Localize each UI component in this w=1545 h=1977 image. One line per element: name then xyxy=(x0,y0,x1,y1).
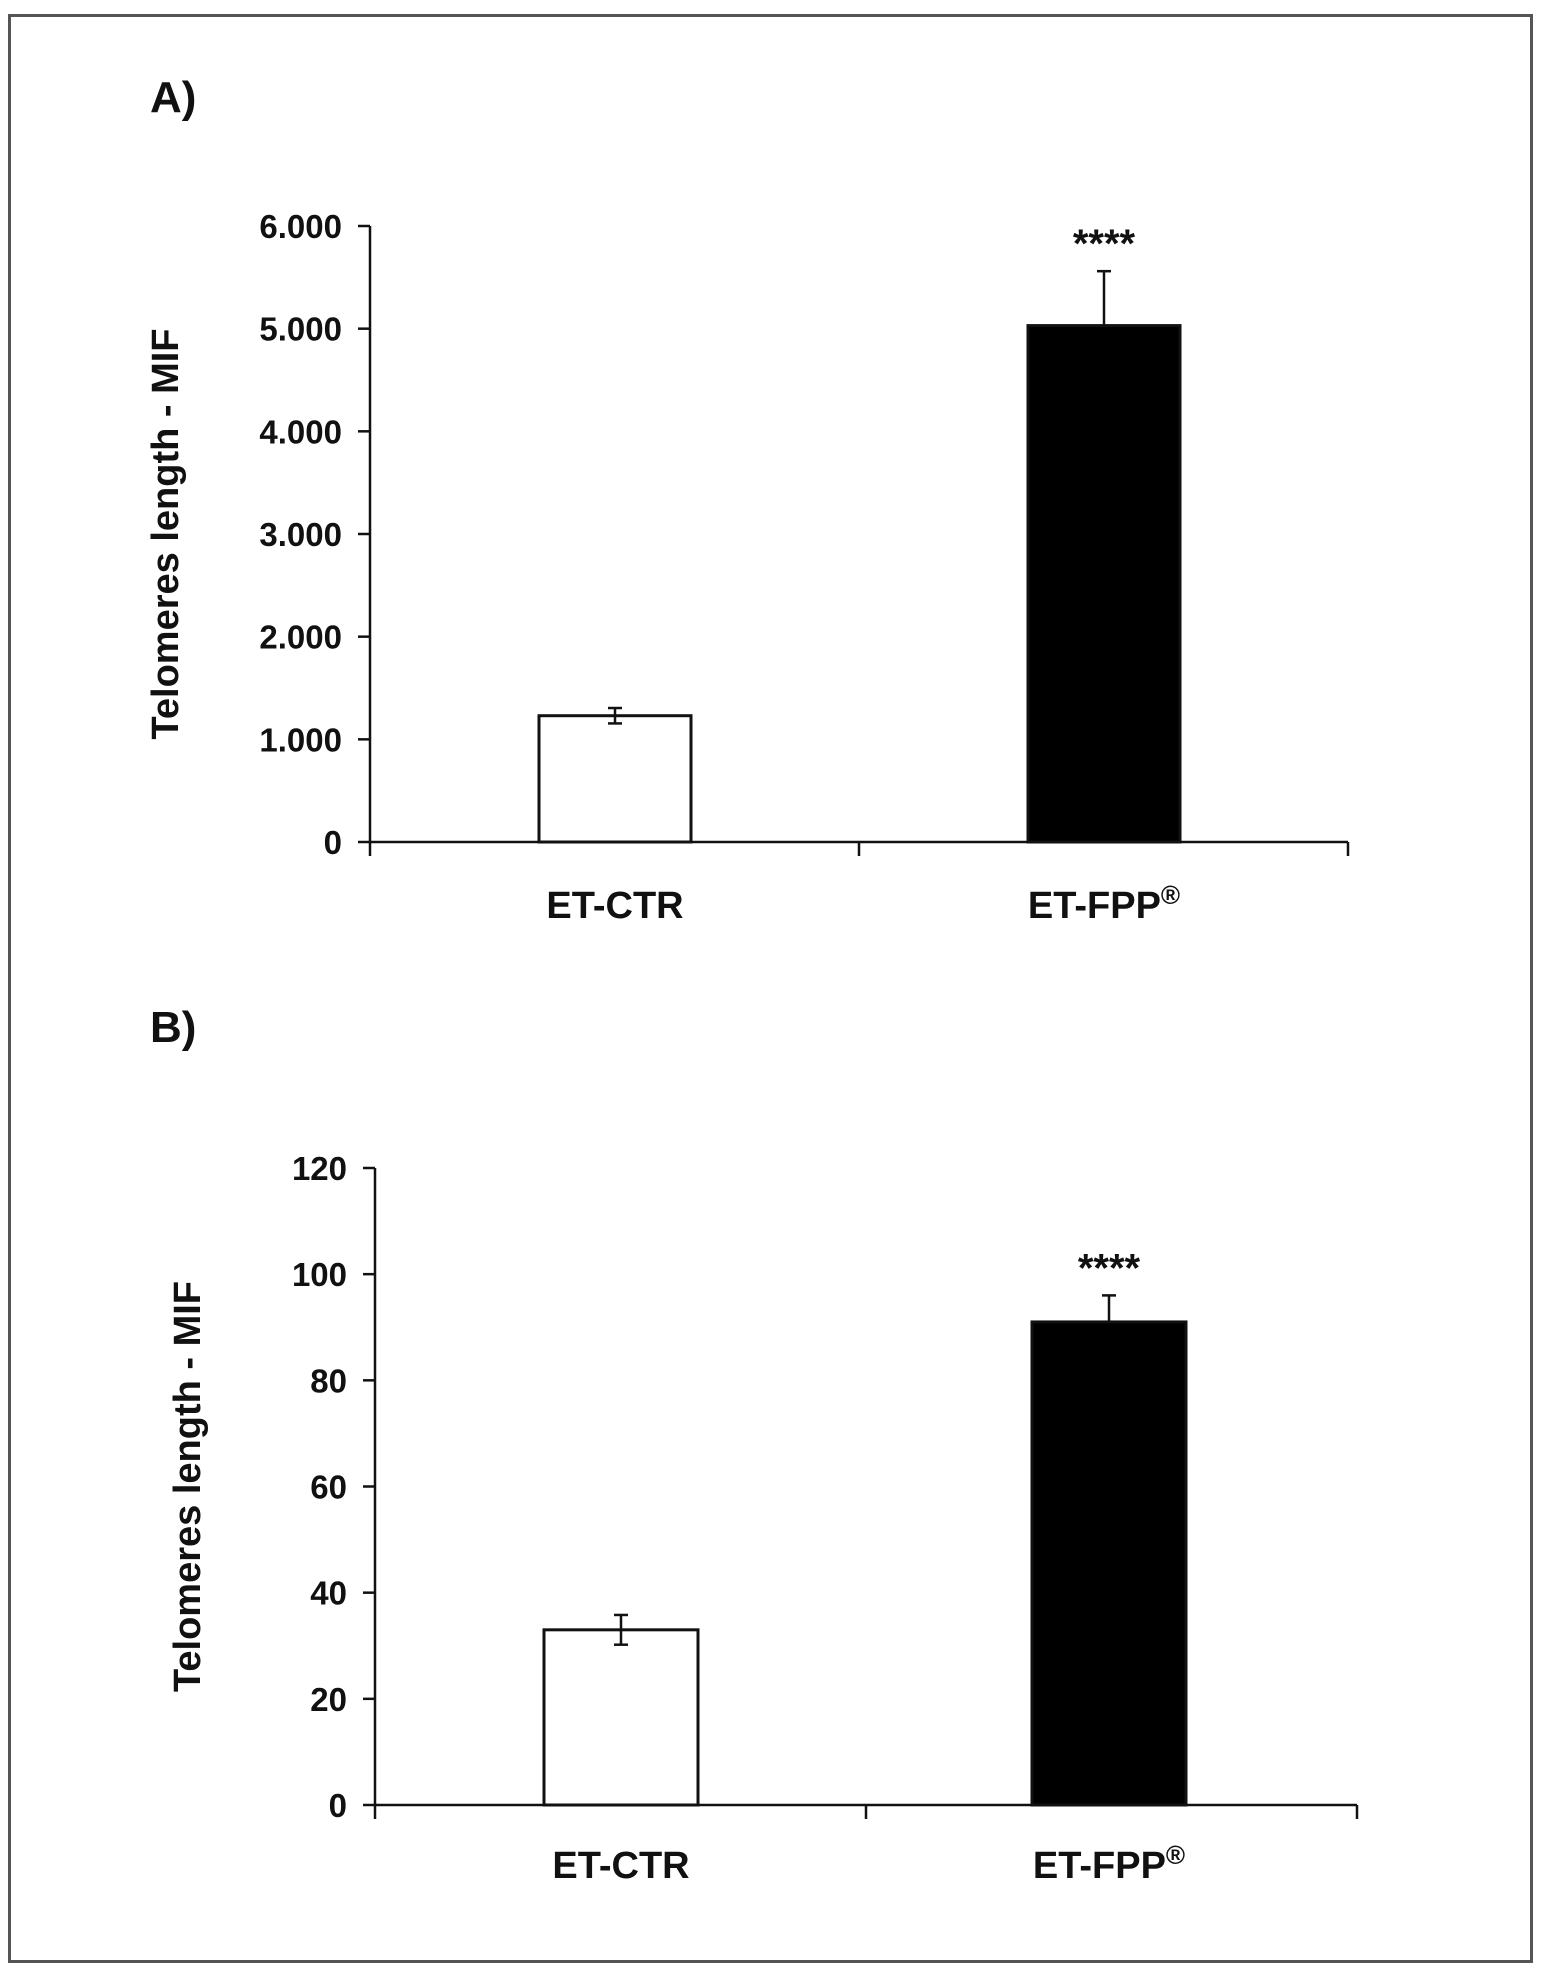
y-tick-label: 100 xyxy=(292,1256,347,1293)
y-tick-label: 1.000 xyxy=(259,721,342,758)
y-tick-label: 3.000 xyxy=(259,516,342,553)
x-category-label: ET-CTR xyxy=(546,885,683,927)
y-tick-label: 20 xyxy=(310,1681,347,1718)
y-tick-label: 60 xyxy=(310,1469,347,1506)
bar-et-ctr xyxy=(537,714,693,844)
y-tick-label: 0 xyxy=(329,1787,347,1824)
y-tick-label: 6.000 xyxy=(259,208,342,245)
y-tick-label: 2.000 xyxy=(259,619,342,656)
panel-b-chart: B) Telomeres length - MIF 0 20 40 60 80 100 120 E… xyxy=(150,1003,1359,1887)
y-axis-title: Telomeres length - MIF xyxy=(145,328,187,739)
y-tick-label: 40 xyxy=(310,1575,347,1612)
bar-et-fpp xyxy=(1030,1320,1188,1807)
y-tick-label: 4.000 xyxy=(259,413,342,450)
x-category-label: ET-CTR xyxy=(552,1845,689,1887)
y-tick-label: 5.000 xyxy=(259,311,342,348)
x-category-label: ET-FPP® xyxy=(1028,880,1180,927)
y-axis-title: Telomeres length - MIF xyxy=(167,1281,209,1692)
bar-et-ctr xyxy=(542,1628,700,1807)
significance-annotation: **** xyxy=(1078,1246,1141,1290)
panel-a-chart: A) Telomeres length - MIF 0 1.000 2.000 3.000… xyxy=(145,73,1350,927)
panel-label: A) xyxy=(150,73,196,122)
figure-frame xyxy=(8,14,1533,1963)
x-category-label: ET-FPP® xyxy=(1033,1840,1185,1887)
y-tick-label: 0 xyxy=(324,824,342,861)
significance-annotation: **** xyxy=(1073,222,1136,266)
bar-et-fpp xyxy=(1026,324,1182,844)
y-tick-label: 80 xyxy=(310,1362,347,1399)
panel-label: B) xyxy=(150,1003,196,1052)
y-tick-label: 120 xyxy=(292,1150,347,1187)
